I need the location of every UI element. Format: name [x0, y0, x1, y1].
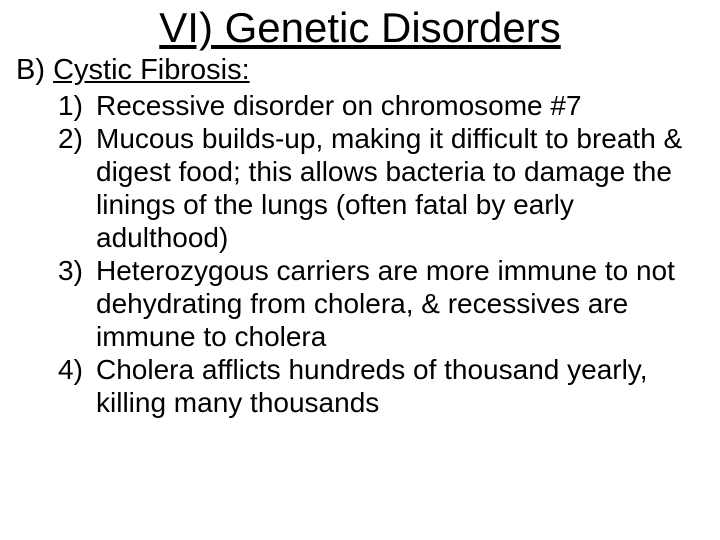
section-name: Cystic Fibrosis: — [53, 54, 250, 86]
item-text: Mucous builds-up, making it difficult to… — [96, 122, 704, 254]
item-text: Heterozygous carriers are more immune to… — [96, 254, 704, 353]
item-number: 4) — [58, 353, 96, 419]
list-item: 2) Mucous builds-up, making it difficult… — [58, 122, 704, 254]
section-heading: B) Cystic Fibrosis: — [16, 54, 704, 87]
item-number: 3) — [58, 254, 96, 353]
item-number: 1) — [58, 89, 96, 122]
numbered-list: 1) Recessive disorder on chromosome #7 2… — [16, 89, 704, 419]
slide-title: VI) Genetic Disorders — [16, 4, 704, 52]
list-item: 1) Recessive disorder on chromosome #7 — [58, 89, 704, 122]
item-text: Cholera afflicts hundreds of thousand ye… — [96, 353, 704, 419]
item-number: 2) — [58, 122, 96, 254]
section-label: B) — [16, 54, 53, 86]
item-text: Recessive disorder on chromosome #7 — [96, 89, 704, 122]
list-item: 3) Heterozygous carriers are more immune… — [58, 254, 704, 353]
list-item: 4) Cholera afflicts hundreds of thousand… — [58, 353, 704, 419]
slide-content: VI) Genetic Disorders B) Cystic Fibrosis… — [0, 0, 720, 419]
